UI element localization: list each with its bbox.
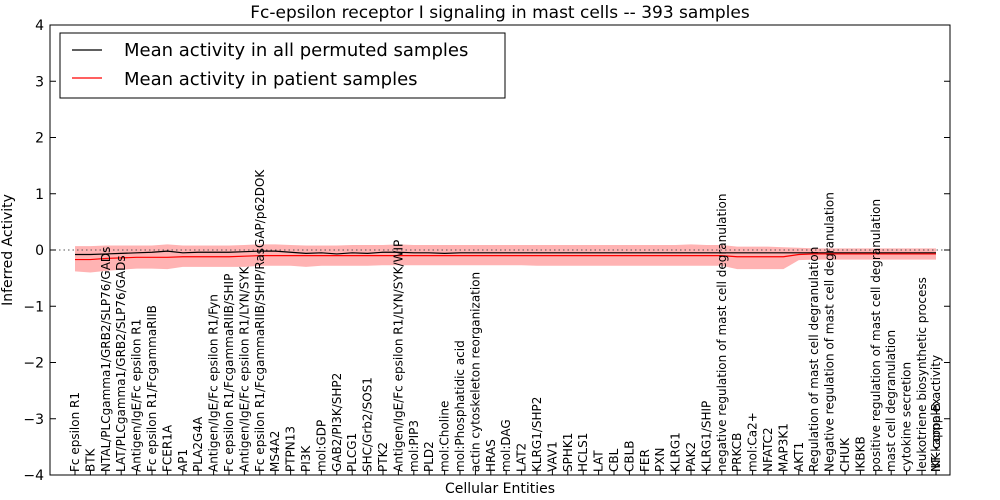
- x-tick-label: PLD2: [422, 441, 436, 472]
- y-tick-label: −2: [23, 356, 44, 372]
- x-tick-label: SPHK1: [561, 433, 575, 472]
- y-tick-label: 0: [35, 243, 44, 259]
- x-tick-label: mol:Phosphatidic acid: [453, 340, 467, 472]
- x-tick-label: Negative regulation of mast cell degranu…: [823, 192, 837, 472]
- x-tick-label: CBLB: [622, 440, 636, 472]
- x-tick-label: NFATC2: [761, 427, 775, 472]
- x-tick-label: Fc epsilon R1/FcgammaRIIB/SHIP: [222, 274, 236, 472]
- x-tick-label: GAB2/PI3K/SHP2: [330, 373, 344, 472]
- y-tick-label: 3: [35, 74, 44, 90]
- x-tick-label: CHUK: [838, 437, 852, 472]
- legend-label-patient: Mean activity in patient samples: [124, 69, 418, 90]
- y-tick-label: 1: [35, 187, 44, 203]
- x-tick-label: Antigen/IgE/Fc epsilon R1/LYN/SYK: [237, 265, 251, 472]
- x-tick-label: HRAS: [484, 439, 498, 472]
- x-tick-label: PLA2G4A: [191, 416, 205, 472]
- x-tick-label: Fc epsilon R1/FcgammaRIIB: [145, 305, 159, 472]
- x-tick-label: Fc epsilon R1/FcgammaRIIB/SHIP/RasGAP/p6…: [253, 169, 267, 472]
- legend-frame: [59, 32, 506, 99]
- x-tick-label: cytokine secretion: [900, 362, 914, 472]
- x-tick-label: mast cell degranulation: [884, 330, 898, 472]
- x-tick-label: LAT/PLCgamma1/GRB2/SLP76/GADs: [114, 255, 128, 472]
- x-tick-label: MAP3K1: [776, 423, 790, 472]
- x-tick-label: PLCG1: [345, 433, 359, 472]
- x-tick-label: LAT: [592, 450, 606, 472]
- patient-spread-band: [75, 244, 936, 273]
- x-tick-label: mol:Ca2+: [746, 412, 760, 472]
- y-axis-label: Inferred Activity: [0, 194, 16, 306]
- x-tick-label: Antigen/IgE/Fc epsilon R1: [130, 319, 144, 472]
- x-tick-label: LAT2: [515, 443, 529, 472]
- x-tick-label: IKBKB: [853, 436, 867, 472]
- x-tick-label: NTAL/PLCgamma1/GRB2/SLP76/GADs: [99, 247, 113, 472]
- y-tick-label: 2: [35, 131, 44, 147]
- legend-label-permuted: Mean activity in all permuted samples: [124, 40, 468, 61]
- y-tick-label: −4: [23, 468, 44, 484]
- x-tick-label: AP1: [176, 449, 190, 472]
- x-tick-label: PTPN13: [284, 426, 298, 472]
- x-tick-label: VAV1: [545, 441, 559, 472]
- x-tick-label: BTK: [83, 447, 97, 472]
- y-tick-label: −1: [23, 299, 44, 315]
- y-tick-label: −3: [23, 412, 44, 428]
- x-tick-label: CBL: [607, 448, 621, 472]
- x-tick-label: NF-kappa-B activity: [929, 355, 943, 472]
- x-tick-label: SHC/Grb2/SOS1: [361, 377, 375, 472]
- x-tick-label: PTK2: [376, 442, 390, 472]
- x-tick-label: MS4A2: [268, 431, 282, 472]
- chart-title: Fc-epsilon receptor I signaling in mast …: [250, 3, 750, 23]
- x-tick-label: PAK2: [684, 442, 698, 472]
- x-tick-label: KLRG1/SHIP: [699, 401, 713, 472]
- x-tick-label: FCER1A: [160, 424, 174, 472]
- y-tick-label: 4: [35, 18, 44, 34]
- x-tick-label: mol:Choline: [438, 401, 452, 472]
- x-tick-label: PRKCB: [730, 433, 744, 472]
- x-tick-label: mol:DAG: [499, 419, 513, 472]
- x-tick-label: PXN: [653, 448, 667, 472]
- x-axis-label: Cellular Entities: [445, 481, 555, 497]
- x-tick-label: positive regulation of mast cell degranu…: [869, 199, 883, 472]
- x-tick-label: HCLS1: [576, 433, 590, 472]
- x-tick-label: negative regulation of mast cell degranu…: [715, 193, 729, 472]
- x-tick-label: FER: [638, 449, 652, 472]
- x-tick-label: KLRG1/SHP2: [530, 397, 544, 472]
- x-tick-label: IKK complex: [929, 398, 943, 472]
- x-tick-label: Regulation of mast cell degranulation: [807, 247, 821, 472]
- legend: Mean activity in all permuted samples Me…: [59, 32, 506, 99]
- x-tick-label: mol:GDP: [314, 420, 328, 472]
- x-tick-label: KLRG1: [669, 432, 683, 472]
- x-tick-label: leukotriene biosynthetic process: [915, 277, 929, 472]
- x-tick-label: Antigen/IgE/Fc epsilon R1/LYN/SYK/WIP: [391, 240, 405, 472]
- x-tick-label: actin cytoskeleton reorganization: [468, 272, 482, 472]
- x-tick-label: Antigen/IgE/Fc epsilon R1/Fyn: [207, 294, 221, 472]
- x-tick-label: Fc epsilon R1: [68, 392, 82, 472]
- x-tick-label: AKT1: [792, 442, 806, 472]
- x-tick-label: mol:PIP3: [407, 420, 421, 472]
- series-line-permuted: [75, 250, 936, 256]
- series-line-patient: [75, 253, 936, 261]
- x-tick-label: PI3K: [299, 445, 313, 472]
